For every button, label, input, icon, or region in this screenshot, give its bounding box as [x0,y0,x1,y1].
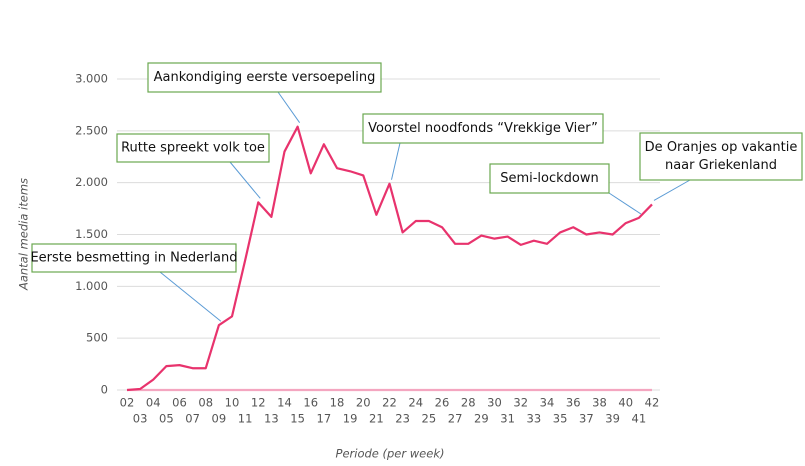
x-tick-label: 31 [500,412,515,426]
x-tick-label: 41 [632,412,647,426]
x-tick-label: 12 [251,396,266,410]
annotation-text: Semi-lockdown [500,171,599,186]
x-axis-title: Periode (per week) [336,447,445,461]
annotation-leader [229,161,261,199]
annotation-text: Aankondiging eerste versoepeling [154,70,376,85]
x-tick-label: 24 [408,396,423,410]
x-tick-label: 35 [553,412,568,426]
annotation-leader [391,142,401,180]
x-tick-label: 25 [422,412,437,426]
x-tick-label: 14 [277,396,292,410]
x-tick-label: 32 [513,396,528,410]
annotation-box [116,133,270,163]
y-tick-label: 1.000 [75,279,108,293]
x-tick-label: 03 [133,412,148,426]
annotation-text: naar Griekenland [665,158,777,173]
annotation-leader [277,91,301,123]
x-tick-label: 21 [369,412,384,426]
x-tick-label: 16 [303,396,318,410]
x-tick-label: 13 [264,412,279,426]
x-tick-label: 09 [212,412,227,426]
x-tick-label: 27 [448,412,463,426]
data-line [126,125,653,392]
x-tick-label: 06 [172,396,187,410]
annotation-text: Eerste besmetting in Nederland [30,251,237,266]
x-tick-label: 38 [592,396,607,410]
annotation-leader [159,271,222,322]
y-tick-label: 2.000 [75,175,108,189]
x-tick-label: 10 [225,396,240,410]
x-tick-label: 04 [146,396,161,410]
x-tick-label: 40 [618,396,633,410]
x-tick-label: 17 [317,412,332,426]
annotation-box [489,163,610,194]
x-tick-label: 22 [382,396,397,410]
x-tick-label: 23 [395,412,410,426]
x-tick-label: 19 [343,412,358,426]
x-tick-label: 36 [566,396,581,410]
x-tick-label: 20 [356,396,371,410]
annotation-box [362,113,604,144]
x-tick-label: 39 [605,412,620,426]
annotation-text: De Oranjes op vakantie [645,140,798,155]
x-tick-label: 08 [198,396,213,410]
annotation-box [639,132,803,181]
annotation-box [147,62,382,93]
x-tick-label: 37 [579,412,594,426]
y-tick-label: 2.500 [75,123,108,137]
x-tick-label: 34 [540,396,555,410]
x-tick-label: 42 [645,396,660,410]
x-tick-label: 05 [159,412,174,426]
x-tick-label: 26 [435,396,450,410]
x-tick-label: 28 [461,396,476,410]
annotation-box [31,243,237,273]
y-tick-label: 500 [86,331,108,345]
x-tick-label: 30 [487,396,502,410]
y-tick-label: 1.500 [75,227,108,241]
y-tick-label: 0 [101,383,108,397]
y-tick-label: 3.000 [75,72,108,86]
x-tick-label: 11 [238,412,253,426]
x-tick-label: 29 [474,412,489,426]
annotation-leader [653,179,691,201]
x-tick-label: 18 [330,396,345,410]
annotation-text: Voorstel noodfonds “Vrekkige Vier” [368,121,598,136]
y-axis-title: Aantal media items [17,178,31,291]
x-tick-label: 33 [527,412,542,426]
x-tick-label: 15 [290,412,305,426]
x-tick-label: 07 [185,412,200,426]
annotation-text: Rutte spreekt volk toe [121,141,265,156]
annotation-leader [608,192,642,215]
x-tick-label: 02 [120,396,135,410]
